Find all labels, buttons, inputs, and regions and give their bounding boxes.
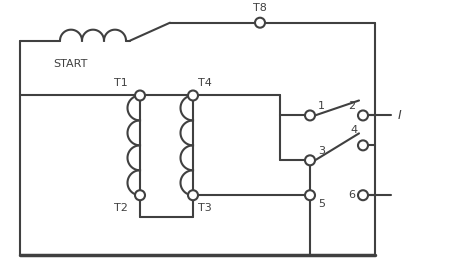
Circle shape bbox=[358, 190, 368, 200]
Text: 5: 5 bbox=[318, 199, 325, 209]
Text: T2: T2 bbox=[114, 203, 128, 213]
Circle shape bbox=[188, 190, 198, 200]
Circle shape bbox=[358, 140, 368, 150]
Text: T1: T1 bbox=[114, 78, 128, 87]
Text: 2: 2 bbox=[348, 101, 355, 112]
Circle shape bbox=[135, 190, 145, 200]
Text: 4: 4 bbox=[351, 125, 358, 135]
Circle shape bbox=[305, 155, 315, 165]
Text: 1: 1 bbox=[318, 101, 325, 112]
Circle shape bbox=[305, 110, 315, 121]
Circle shape bbox=[255, 18, 265, 28]
Circle shape bbox=[358, 110, 368, 121]
Circle shape bbox=[135, 90, 145, 101]
Circle shape bbox=[188, 90, 198, 101]
Text: T8: T8 bbox=[253, 3, 267, 13]
Circle shape bbox=[305, 190, 315, 200]
Text: I: I bbox=[398, 109, 402, 122]
Text: 6: 6 bbox=[348, 190, 355, 200]
Text: T4: T4 bbox=[198, 78, 212, 87]
Text: 3: 3 bbox=[318, 146, 325, 156]
Text: START: START bbox=[53, 59, 87, 68]
Text: T3: T3 bbox=[198, 203, 212, 213]
